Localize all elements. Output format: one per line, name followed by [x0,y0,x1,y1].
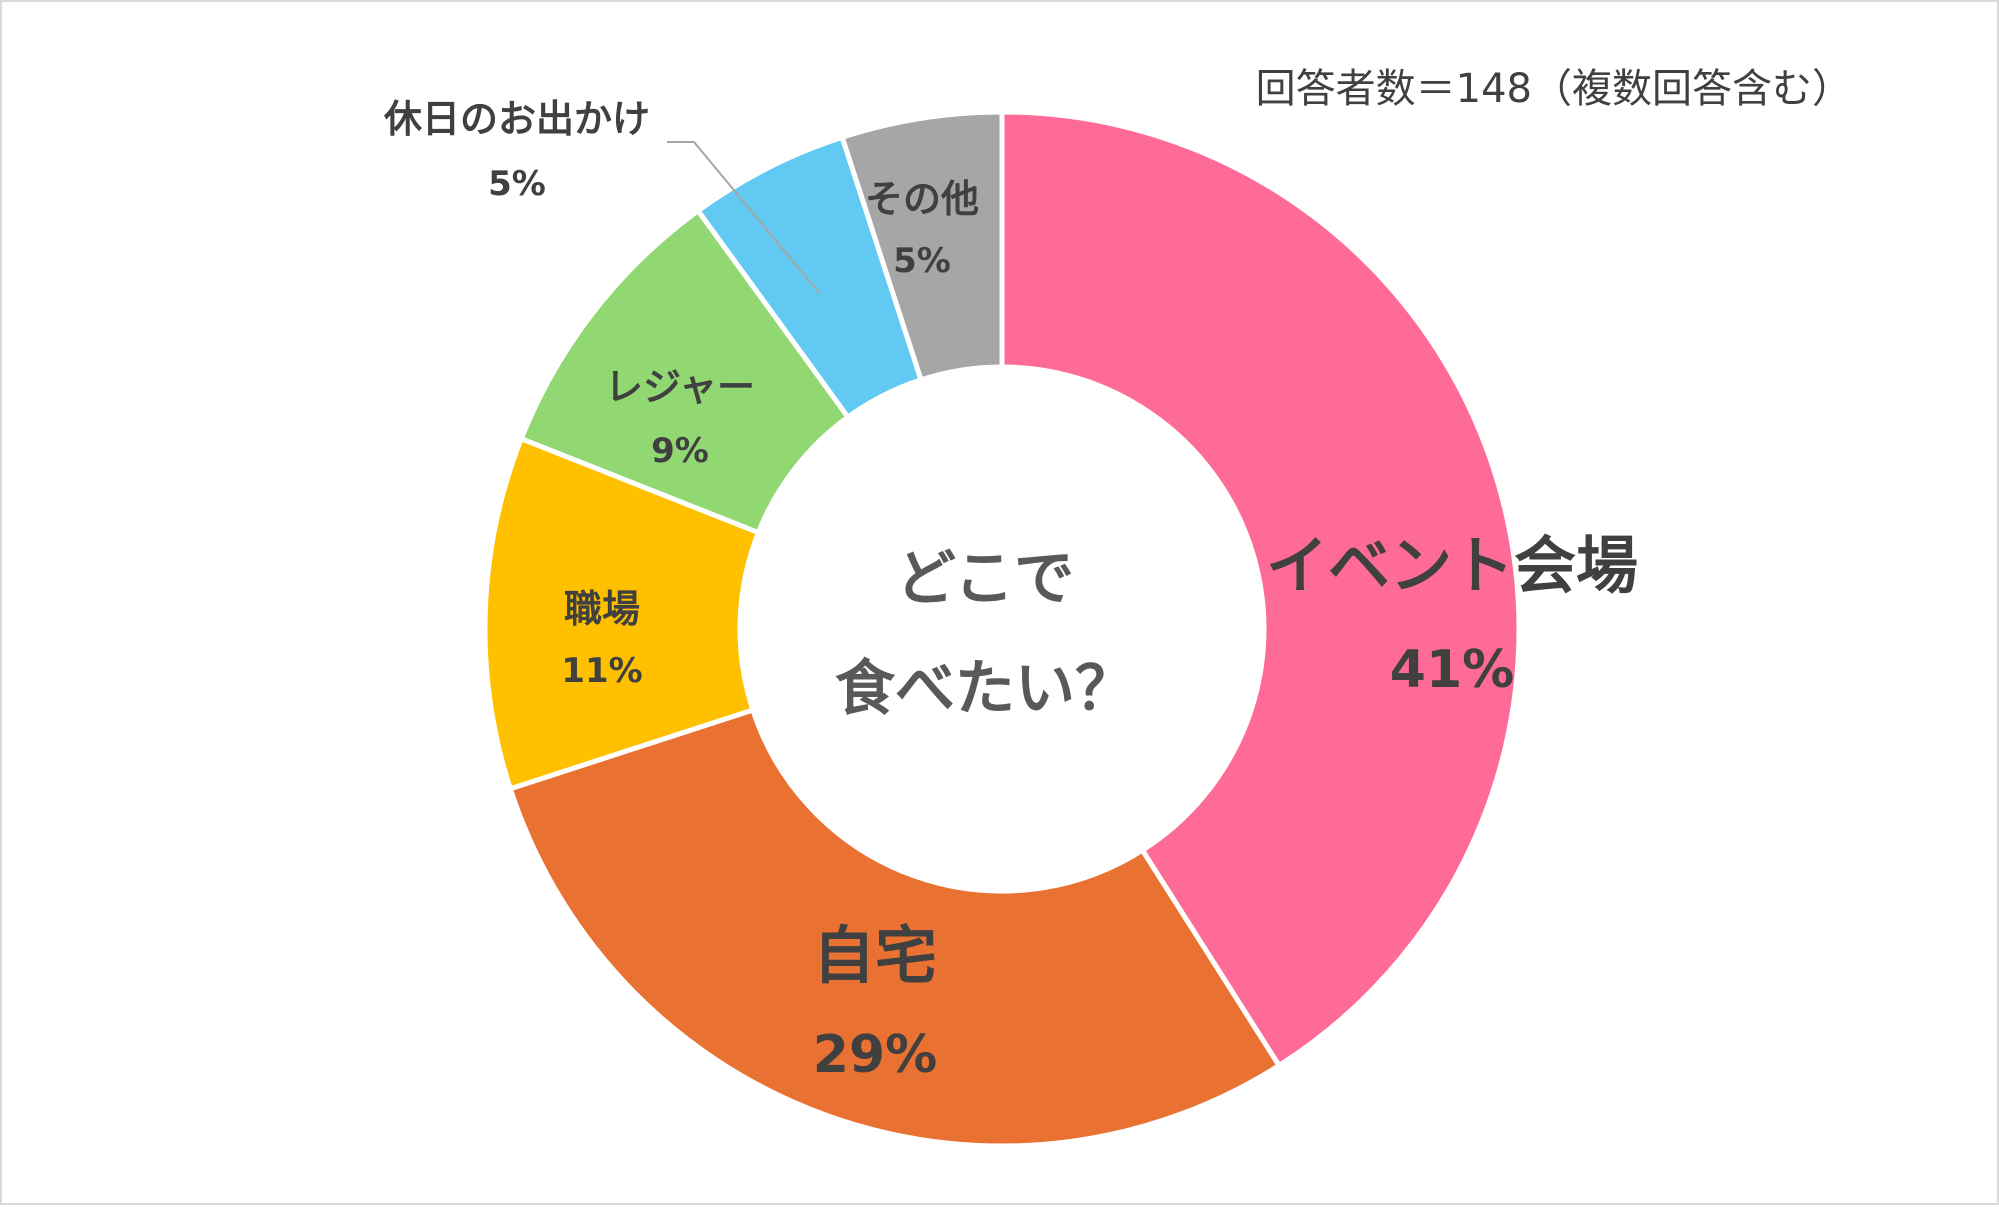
center-label-line-2: 食べたい？ [835,654,1135,724]
slice-value-label-4: 5% [488,164,546,204]
leader-line [667,141,821,295]
slice-value-label-0: 41% [1390,640,1514,700]
slice-value-label-3: 9% [651,431,709,471]
slice-2 [482,435,762,792]
respondent-note: 回答者数＝148（複数回答含む） [1256,66,1852,112]
slice-value-label-2: 11% [561,651,642,691]
slice-1 [507,706,1283,1149]
slice-5 [839,109,1005,383]
slice-label-4: 休日のお出かけ [383,97,650,141]
slice-value-label-5: 5% [893,241,951,281]
slice-label-5: その他 [865,177,979,221]
slice-label-2: 職場 [564,587,640,631]
slice-label-0: イベント会場 [1266,529,1638,602]
slices-layer [482,109,1522,1149]
slice-label-3: レジャー [605,365,755,409]
labels-layer: イベント会場 41% 自宅 29% 職場 11% レジャー 9% 休日のお出かけ 5% その他 5% [383,97,1638,1085]
slice-label-1: 自宅 [813,919,937,992]
slice-value-label-1: 29% [813,1025,937,1085]
center-label-line-1: どこで [896,544,1074,614]
slice-0 [999,109,1522,1069]
slice-3 [518,207,852,536]
